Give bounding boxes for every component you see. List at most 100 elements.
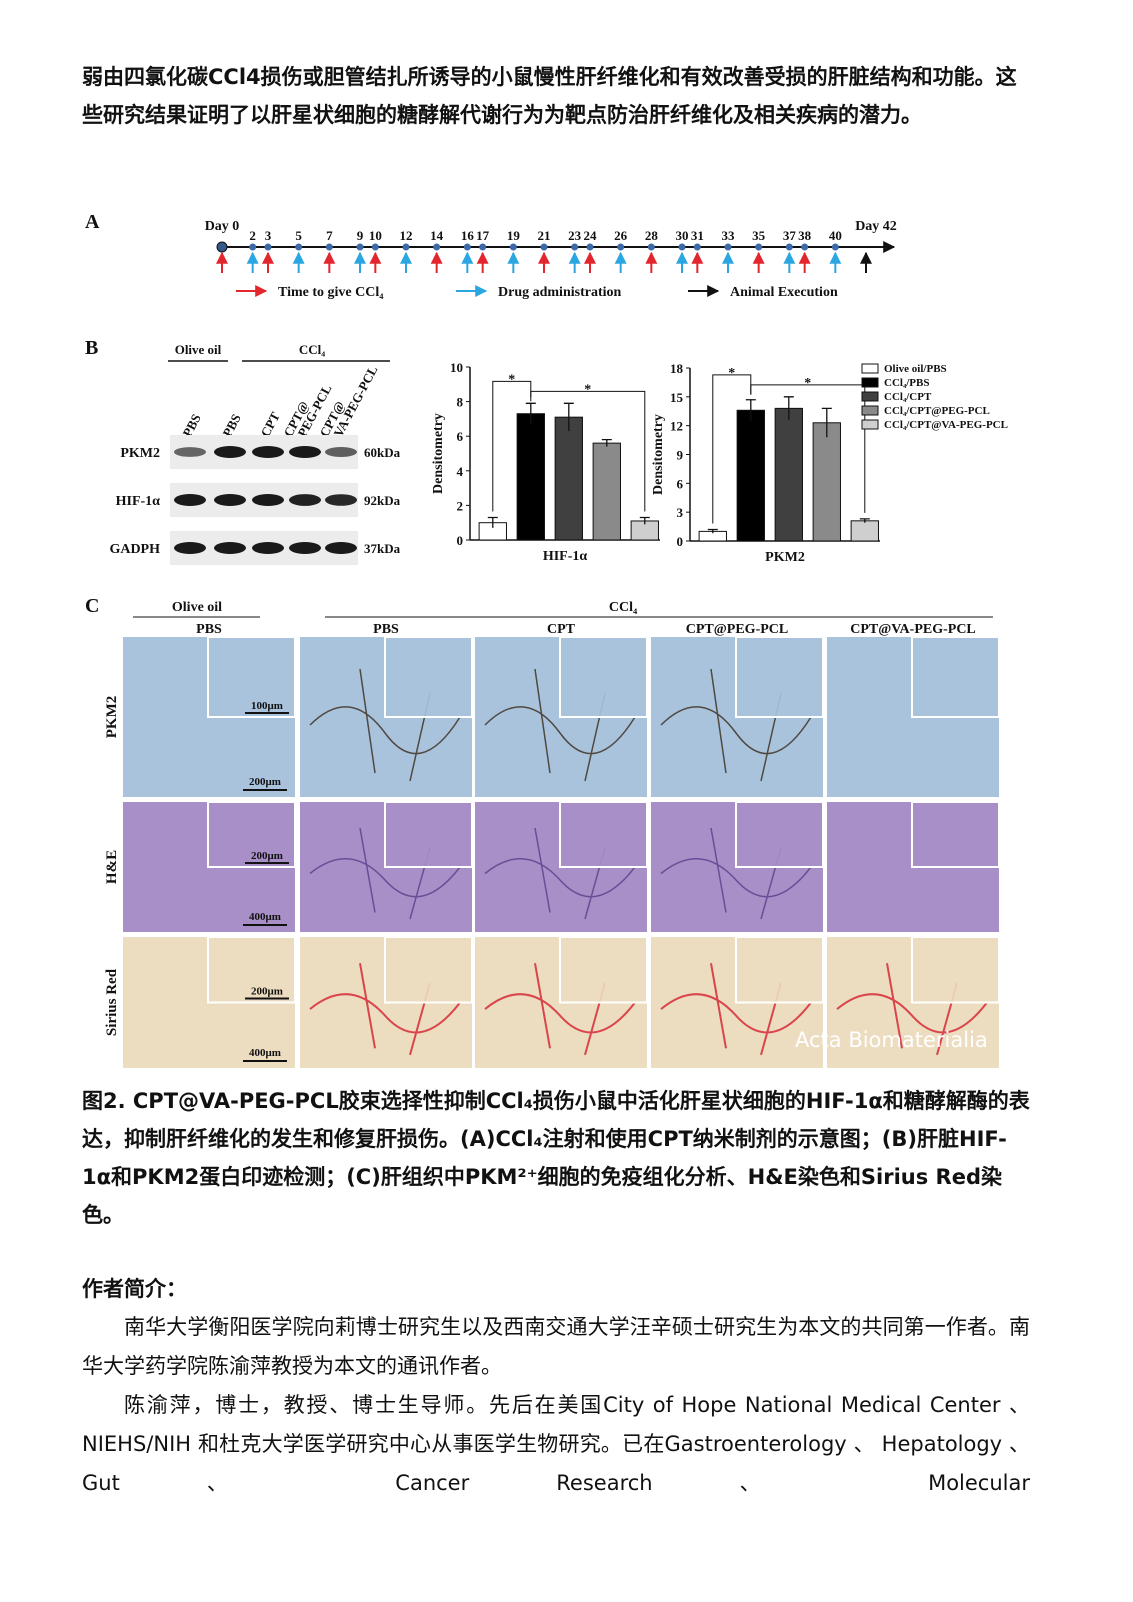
significance-bracket <box>530 390 646 512</box>
histology-inset <box>911 936 1000 1004</box>
error-bar <box>563 402 574 432</box>
lane-label: CPT <box>257 409 283 439</box>
histology-inset <box>384 936 473 1004</box>
y-tick-label: 15 <box>670 390 684 405</box>
column-label: CPT <box>547 622 576 637</box>
bar <box>592 442 621 541</box>
histology-inset <box>735 801 824 868</box>
y-tick-label: 8 <box>457 395 464 410</box>
day-marker <box>216 241 228 253</box>
blot-band <box>214 446 246 458</box>
scale-label: 200μm <box>249 776 281 788</box>
section-heading: 作者简介： <box>82 1277 187 1301</box>
group-label: Olive oil <box>175 342 222 357</box>
significance-bracket <box>750 384 866 513</box>
bar <box>516 413 545 541</box>
legend-swatch <box>861 377 879 388</box>
y-tick-label: 6 <box>457 429 464 444</box>
scale-label: 400μm <box>249 911 281 923</box>
histology-inset <box>207 801 296 868</box>
histology-inset <box>559 936 648 1004</box>
blot-band <box>325 447 357 457</box>
panel-label: B <box>85 337 98 359</box>
day-label: 26 <box>614 228 628 243</box>
y-axis-label: Densitometry <box>431 413 446 494</box>
y-tick-label: 3 <box>677 505 684 520</box>
day-label: 7 <box>326 228 333 243</box>
blot-size-label: 37kDa <box>364 541 401 556</box>
group-label: CCl₄ <box>299 342 325 357</box>
significance-bracket <box>492 380 532 512</box>
blot-row-label: HIF-1α <box>116 494 161 509</box>
blot-row-label: GADPH <box>109 542 160 557</box>
histology-inset <box>384 801 473 868</box>
day-label: 23 <box>568 228 582 243</box>
error-bar <box>745 399 756 421</box>
day-marker <box>264 243 272 251</box>
legend-label: CCl₄/CPT@PEG-PCL <box>884 405 990 417</box>
blot-size-label: 92kDa <box>364 493 401 508</box>
legend-label: CCl₄/CPT@VA-PEG-PCL <box>884 419 1008 431</box>
legend-label: Drug administration <box>498 285 622 300</box>
day-label: 10 <box>369 228 382 243</box>
day-label: 5 <box>295 228 302 243</box>
day-marker <box>509 243 517 251</box>
blot-band <box>289 494 321 506</box>
group-label: Olive oil <box>172 600 222 615</box>
row-label: H&E <box>104 850 120 884</box>
day-label: 28 <box>645 228 659 243</box>
blot-band <box>289 542 321 554</box>
column-label: PBS <box>373 622 399 637</box>
error-bar <box>821 407 832 438</box>
bar <box>736 409 765 542</box>
histology-inset <box>559 636 648 718</box>
day-label: 37 <box>783 228 797 243</box>
panel-label: A <box>85 211 100 233</box>
histology-inset <box>911 636 1000 718</box>
day-marker <box>402 243 410 251</box>
legend-swatch <box>861 363 879 374</box>
day-marker <box>479 243 487 251</box>
day-marker <box>801 243 809 251</box>
significance-label: * <box>804 376 811 391</box>
significance-label: * <box>728 366 735 381</box>
day-label: 9 <box>357 228 364 243</box>
day-marker <box>325 243 333 251</box>
day-marker <box>571 243 579 251</box>
blot-band <box>325 542 357 554</box>
day-marker <box>831 243 839 251</box>
y-tick-label: 6 <box>677 476 684 491</box>
row-label: Sirius Red <box>104 968 120 1036</box>
blot-band <box>174 542 206 554</box>
day-label: 16 <box>461 228 475 243</box>
timeline-start-label: Day 0 <box>205 219 240 234</box>
day-label: 40 <box>829 228 842 243</box>
error-bar <box>487 516 498 528</box>
day-label: 33 <box>722 228 736 243</box>
day-marker <box>433 243 441 251</box>
blot-size-label: 60kDa <box>364 445 401 460</box>
legend-label: CCl₄/PBS <box>884 377 929 389</box>
histology-inset <box>384 636 473 718</box>
y-tick-label: 4 <box>457 464 464 479</box>
significance-label: * <box>584 382 591 397</box>
histology-inset <box>735 936 824 1004</box>
day-label: 19 <box>507 228 521 243</box>
x-axis-label: HIF-1α <box>543 549 588 564</box>
inset-scale-label: 200μm <box>251 986 283 998</box>
day-marker <box>724 243 732 251</box>
day-marker <box>647 243 655 251</box>
y-tick-label: 9 <box>677 448 684 463</box>
legend-swatch <box>861 391 879 402</box>
figure-caption: 图2. CPT@VA-PEG-PCL胶束选择性抑制CCl₄损伤小鼠中活化肝星状细… <box>82 1089 1030 1227</box>
blot-band <box>252 542 284 554</box>
day-label: 21 <box>538 228 551 243</box>
day-label: 35 <box>752 228 766 243</box>
legend-label: Olive oil/PBS <box>884 363 947 375</box>
day-marker <box>295 243 303 251</box>
figure: A Day 0 Day 422 3 5 7 9 10 12 14 16 17 19 21 23 24 26 28 3… <box>85 211 1008 1068</box>
day-marker <box>755 243 763 251</box>
blot-band <box>214 542 246 554</box>
inset-scale-label: 100μm <box>251 700 283 712</box>
